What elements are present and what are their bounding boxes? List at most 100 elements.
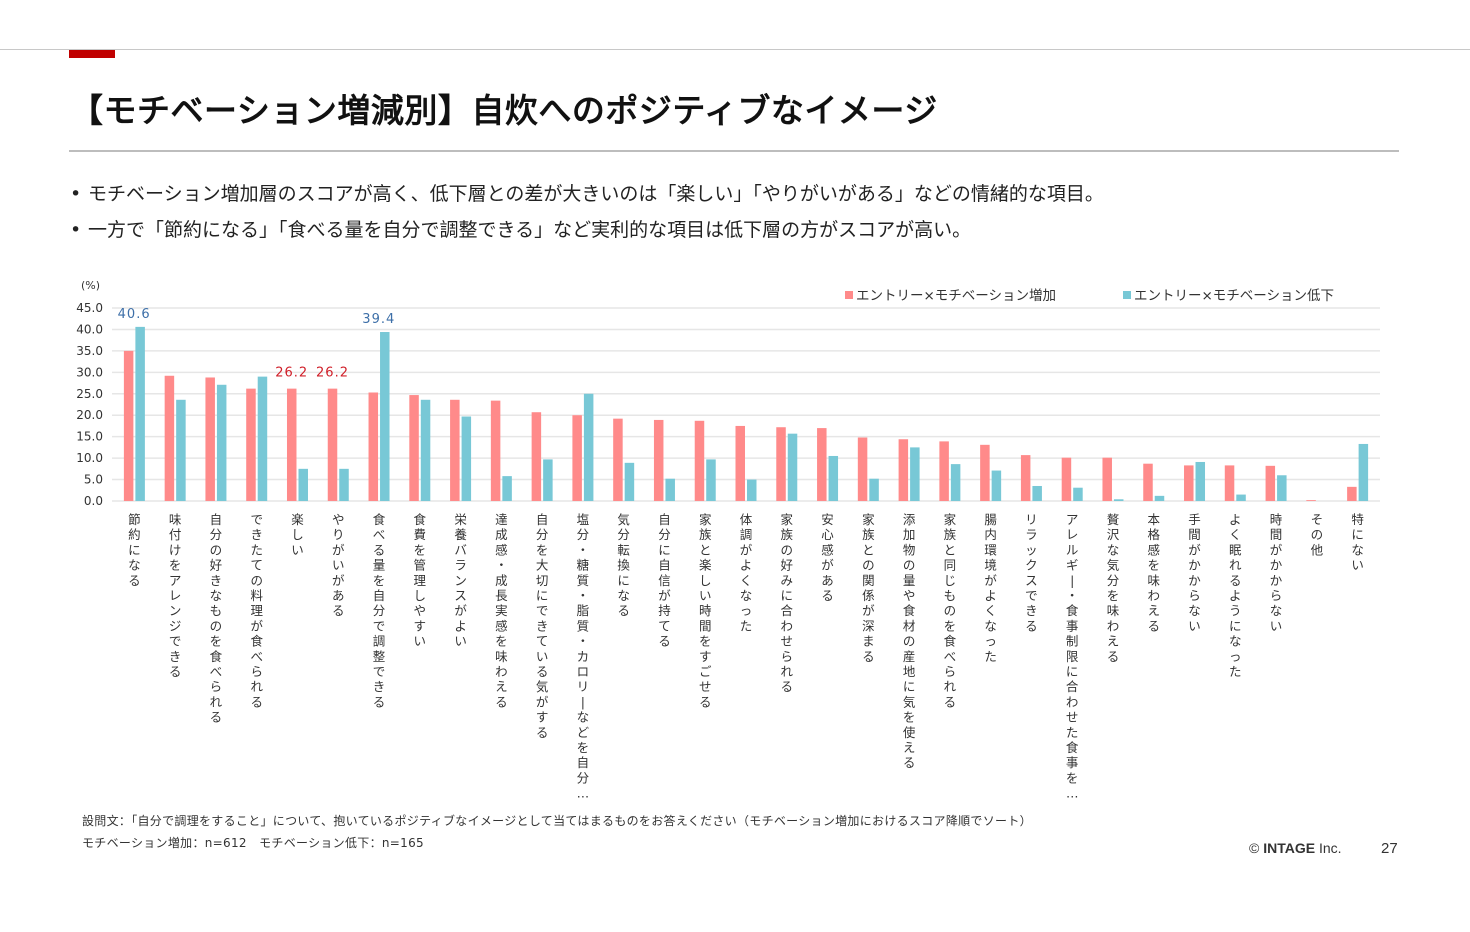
bar-increase xyxy=(735,425,745,501)
page-number: 27 xyxy=(1381,840,1398,857)
bar-decrease xyxy=(339,468,349,501)
bar-increase xyxy=(898,439,909,501)
bar-increase xyxy=(857,437,868,501)
bar-decrease xyxy=(420,399,431,501)
footnote-question: 設問文：「自分で調理をすること」について、抱いているポジティブなイメージとして当… xyxy=(82,814,1032,828)
legend-swatch-decrease xyxy=(1123,291,1131,299)
bar-increase xyxy=(1306,500,1316,501)
bar-increase xyxy=(490,400,501,501)
bar-decrease xyxy=(910,447,920,501)
x-tick-label: 本格感を味わえる xyxy=(1147,512,1160,633)
bar-decrease xyxy=(869,478,879,501)
bar-decrease xyxy=(135,326,145,501)
title-divider xyxy=(69,150,1399,152)
bar-decrease xyxy=(624,462,635,501)
x-tick-label: 節約になる xyxy=(128,512,141,588)
bullet-marker: • xyxy=(70,219,82,241)
bar-decrease xyxy=(950,464,961,501)
x-tick-label: 手間がかからない xyxy=(1188,512,1201,633)
bar-decrease xyxy=(583,393,594,501)
x-tick-label: リラックスできる xyxy=(1025,512,1038,633)
x-tick-label: 塩分・糖質・脂質・カロリ|などを自分… xyxy=(577,512,590,800)
x-tick-label: その他 xyxy=(1311,512,1324,557)
x-tick-label: 家族と同じものを食べられる xyxy=(944,512,957,709)
accent-tab xyxy=(69,50,115,58)
y-tick-label: 40.0 xyxy=(76,322,103,336)
x-tick-label: 家族と楽しい時間をすごせる xyxy=(699,512,712,709)
bar-decrease xyxy=(787,433,798,501)
page-title: 【モチベーション増減別】自炊へのポジティブなイメージ xyxy=(70,91,938,130)
bar-increase xyxy=(613,418,623,501)
bar-increase xyxy=(1184,465,1194,501)
bar-increase xyxy=(368,392,379,501)
y-tick-label: 0.0 xyxy=(84,494,103,508)
x-tick-label: 体調がよくなった xyxy=(740,512,753,633)
summary-bullet: • 一方で「節約になる」「食べる量を自分で調整できる」など実利的な項目は低下層の方… xyxy=(70,212,1104,248)
bar-decrease xyxy=(991,470,1002,501)
bar-decrease xyxy=(176,399,186,501)
bar-increase xyxy=(1347,486,1357,501)
x-tick-label: できたての料理が食べられる xyxy=(250,512,263,709)
x-tick-label: 栄養バランスがよい xyxy=(454,512,467,649)
bar-increase xyxy=(246,388,256,501)
data-label: 26.2 xyxy=(316,366,349,381)
legend-label: エントリー×モチベーション低下 xyxy=(1134,288,1335,304)
x-tick-label: 家族との関係が深まる xyxy=(862,512,875,664)
x-tick-label: 達成感・成長実感を味わえる xyxy=(495,512,508,709)
copyright-icon: © xyxy=(1249,840,1260,856)
y-tick-label: 45.0 xyxy=(76,301,103,315)
x-tick-label: 腸内環境がよくなった xyxy=(984,512,997,664)
bar-decrease xyxy=(1277,475,1287,501)
bullet-text: 一方で「節約になる」「食べる量を自分で調整できる」など実利的な項目は低下層の方が… xyxy=(88,219,972,241)
bar-increase xyxy=(1020,455,1031,501)
y-tick-label: 20.0 xyxy=(76,408,103,422)
data-label: 39.4 xyxy=(362,312,395,327)
y-tick-label: 15.0 xyxy=(76,430,103,444)
x-tick-label: 気分転換になる xyxy=(617,512,630,618)
bar-decrease xyxy=(502,476,512,501)
bar-increase xyxy=(1265,465,1276,501)
bullet-marker: • xyxy=(70,183,82,205)
header-rule xyxy=(0,49,1470,50)
bar-decrease xyxy=(706,459,716,501)
legend-label: エントリー×モチベーション増加 xyxy=(856,288,1057,304)
bar-decrease xyxy=(665,478,675,501)
x-tick-label: 安心感がある xyxy=(821,512,834,603)
y-axis-unit: (%) xyxy=(81,279,100,292)
x-tick-label: 家族の好みに合わせられる xyxy=(781,512,794,694)
x-tick-label: 特にない xyxy=(1351,512,1364,573)
x-tick-label: 食べる量を自分で調整できる xyxy=(373,512,386,709)
bar-increase xyxy=(286,388,297,501)
company-name: INTAGE xyxy=(1263,840,1316,856)
footnote-sample-size: モチベーション増加：n=612 モチベーション低下：n=165 xyxy=(82,836,424,850)
bar-decrease xyxy=(543,459,553,501)
bar-decrease xyxy=(1358,443,1369,501)
y-tick-label: 30.0 xyxy=(76,365,103,379)
company-suffix: Inc. xyxy=(1318,840,1342,856)
x-tick-label: 自分の好きなものを食べられる xyxy=(210,512,223,725)
y-tick-label: 10.0 xyxy=(76,451,103,465)
bar-decrease xyxy=(747,479,757,501)
data-label: 40.6 xyxy=(118,307,151,322)
bar-decrease xyxy=(828,455,839,501)
bar-increase xyxy=(939,441,949,501)
legend-swatch-increase xyxy=(845,291,853,299)
data-label: 26.2 xyxy=(275,366,308,381)
bar-increase xyxy=(164,375,175,501)
bar-decrease xyxy=(298,468,308,501)
bar-increase xyxy=(1102,457,1112,501)
x-tick-label: 時間がかからない xyxy=(1270,512,1283,633)
x-tick-label: アレルギ|・食事制限に合わせた食事を… xyxy=(1066,512,1079,800)
x-tick-label: 自分に自信が持てる xyxy=(658,512,671,649)
bar-increase xyxy=(776,427,786,501)
copyright: © INTAGE Inc. xyxy=(1249,840,1342,856)
bar-increase xyxy=(450,399,460,501)
x-tick-label: よく眠れるようになった xyxy=(1229,512,1242,679)
bar-increase xyxy=(1224,465,1235,501)
legend-item-increase: エントリー×モチベーション増加 xyxy=(845,284,1056,304)
bar-decrease xyxy=(1236,494,1246,501)
bar-increase xyxy=(653,419,664,501)
bar-increase xyxy=(205,377,215,501)
bar-decrease xyxy=(1073,487,1083,501)
legend-item-decrease: エントリー×モチベーション低下 xyxy=(1123,284,1334,304)
